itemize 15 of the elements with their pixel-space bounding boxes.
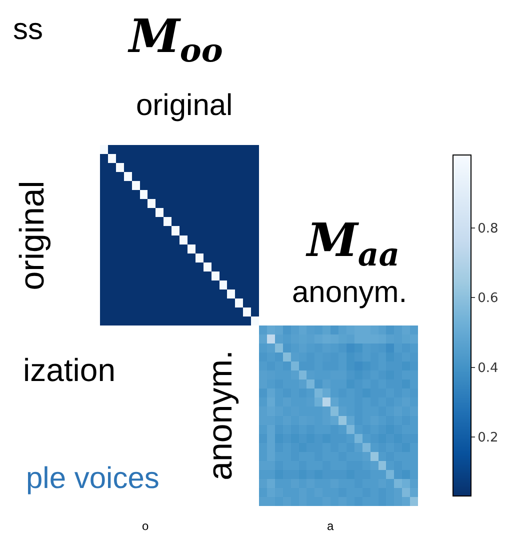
text: a (327, 519, 334, 533)
color-bar-label: 0.2 (478, 430, 498, 446)
color-bar-label: 0.6 (478, 291, 498, 306)
annotation: anonym. (292, 276, 408, 309)
annotation: ization (23, 352, 116, 388)
text: M$_{oo}$ (127, 9, 223, 70)
color-bar-label: 0.8 (478, 222, 498, 237)
color-bar-label: 0.4 (478, 360, 498, 376)
annotation: ple voices (26, 462, 160, 495)
annotation: anonym. (201, 350, 240, 480)
annotation: M$_{aa}$ (305, 213, 400, 274)
text: original (136, 89, 233, 122)
text: o (142, 519, 149, 533)
text: ss (13, 13, 43, 46)
text: original (13, 180, 52, 290)
